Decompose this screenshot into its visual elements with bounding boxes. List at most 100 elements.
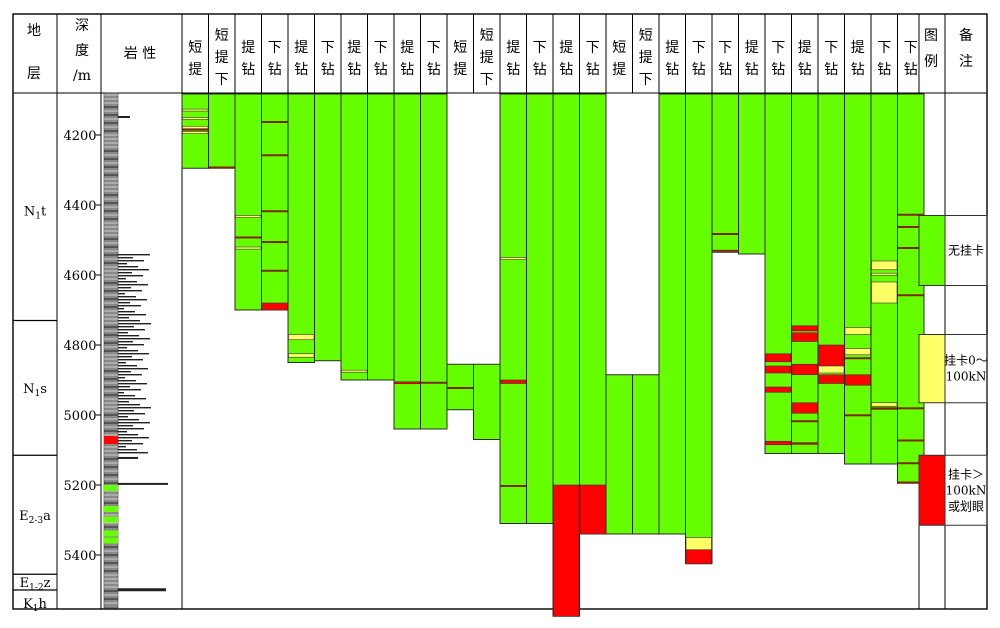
lithology-bed: [118, 356, 132, 358]
trip-header-label: 下: [586, 40, 600, 56]
lithology-bed: [118, 419, 139, 421]
trip-header-label: 提: [347, 40, 361, 56]
lithology-bed: [118, 305, 141, 307]
lithology-bed: [118, 311, 135, 313]
trip-column-19: [658, 93, 686, 535]
lithology-bed: [118, 302, 130, 304]
trip-drag-severe: [791, 325, 818, 332]
legend-label: 挂卡0～: [944, 354, 988, 368]
lithology-bed: [118, 344, 144, 346]
trip-header-label: 钻: [268, 62, 282, 78]
trip-header-label: 钻: [374, 62, 388, 78]
trip-bar: [473, 363, 501, 440]
trip-marker: [792, 442, 818, 445]
lithology-bed: [118, 377, 125, 379]
trip-drag-moderate: [235, 215, 262, 218]
lithology-bed: [118, 332, 128, 334]
legend-label: 100kN: [946, 370, 987, 384]
trip-header-label: 短: [215, 28, 229, 44]
trip-column-8: [367, 93, 395, 381]
trip-column-28: [897, 93, 925, 484]
lithology-bed: [118, 437, 149, 439]
trip-header-label: 钻: [586, 62, 600, 78]
trip-column-9: [393, 93, 421, 430]
trip-drag-severe: [765, 353, 792, 363]
trip-header-label: 提: [559, 40, 573, 56]
trip-marker: [845, 414, 871, 417]
trip-header-label: 钻: [347, 62, 361, 78]
trip-marker: [898, 247, 924, 249]
trip-drag-severe: [579, 484, 606, 535]
trip-bar: [526, 93, 554, 524]
trip-marker: [182, 128, 208, 131]
lithology-bed: [118, 314, 146, 316]
lithology-bed: [118, 284, 148, 286]
trip-header-label: 下: [374, 40, 388, 56]
trip-header-label: 提: [612, 62, 626, 78]
trip-marker: [845, 357, 871, 360]
trip-header-label: 提: [745, 40, 759, 56]
trip-column-26: [844, 93, 872, 465]
trip-header-label: 钻: [824, 62, 838, 78]
trip-header-label: 提: [506, 40, 520, 56]
trip-header-label: 钻: [506, 62, 520, 78]
depth-tick-label: 4400: [63, 199, 96, 214]
trip-drag-moderate: [182, 125, 209, 129]
trip-header-label: 下: [692, 40, 706, 56]
depth-tick-label: 5200: [63, 479, 96, 494]
lithology-bed: [118, 308, 124, 310]
lithology-bed: [118, 449, 137, 451]
trip-header-label: 提: [215, 50, 229, 66]
lithology-bed: [118, 416, 128, 418]
trip-column-18: [632, 374, 660, 535]
trip-column-15: [552, 93, 580, 617]
trip-marker: [898, 407, 924, 410]
lithology-bed: [118, 386, 130, 388]
lithology-bed: [118, 446, 126, 448]
lithology-column: [103, 92, 168, 609]
trip-drag-severe: [685, 549, 712, 565]
trip-drag-moderate: [182, 117, 209, 120]
header-depth-2: 度: [75, 43, 89, 59]
trip-header-label: 提: [851, 40, 865, 56]
trip-header-label: 钻: [533, 62, 547, 78]
trip-bar: [181, 93, 209, 169]
trip-bar: [261, 93, 289, 311]
trip-drag-moderate: [844, 327, 871, 335]
trip-column-25: [817, 93, 845, 454]
trip-header-label: 钻: [400, 62, 414, 78]
lithology-bed: [118, 431, 127, 433]
lithology-bed: [118, 290, 142, 292]
lithology-bed: [118, 398, 146, 400]
lithology-bed: [118, 428, 144, 430]
text-layer: 地 层 深 度 /m 岩 性 图 例 备 注 短提短提下提钻下钻提钻下钻提钻下钻…: [19, 18, 988, 614]
trip-header-label: 提: [188, 62, 202, 78]
trip-header-label: 钻: [771, 62, 785, 78]
trip-drag-severe: [818, 344, 845, 367]
trip-column-16: [579, 93, 607, 535]
lithology-bed: [118, 299, 147, 301]
lithology-bed: [118, 281, 137, 283]
lithology-bed: [118, 359, 143, 361]
legend-label: 或划眼: [948, 499, 984, 513]
trip-marker: [898, 481, 924, 484]
trip-drag-severe: [791, 363, 818, 376]
grid-layer: [12, 13, 988, 610]
depth-tick-label: 4200: [63, 129, 96, 144]
trip-header-label: 下: [427, 40, 441, 56]
trip-header-label: 提: [639, 50, 653, 66]
lithology-bed: [118, 456, 138, 459]
trip-header-label: 下: [321, 40, 335, 56]
trip-header-label: 提: [400, 40, 414, 56]
lithology-bed: [118, 380, 136, 382]
trip-drag-severe: [765, 386, 792, 393]
strata-label: N1t: [24, 204, 47, 221]
legend-label: 挂卡＞: [948, 467, 984, 481]
trip-drag-severe: [553, 484, 580, 617]
trip-column-20: [685, 93, 713, 565]
trip-drag-moderate: [288, 353, 315, 358]
header-depth: 深: [75, 18, 89, 34]
trip-drag-moderate: [871, 260, 898, 271]
lithology-bed: [118, 434, 138, 436]
trip-drag-severe: [765, 365, 792, 374]
